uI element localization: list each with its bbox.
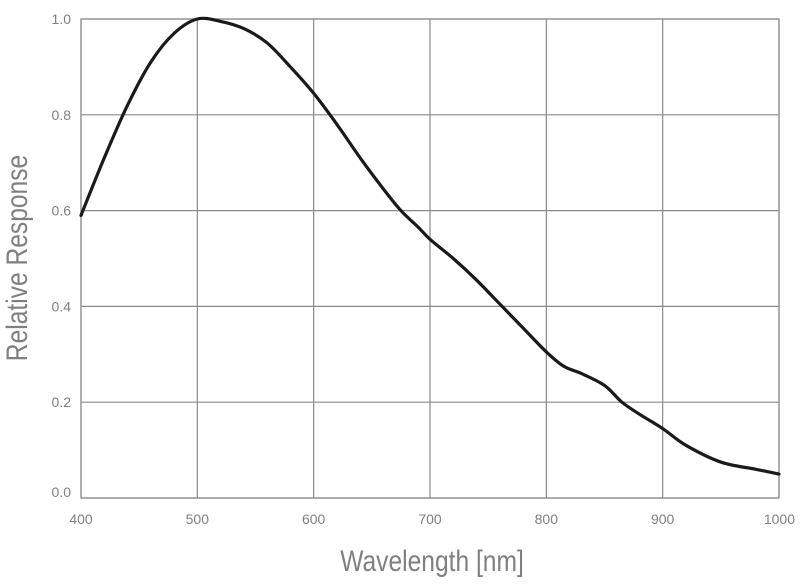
y-axis-tick-labels: 0.0 0.2 0.4 0.6 0.8 1.0 [52,11,72,500]
y-axis-title: Relative Response [0,155,34,361]
x-tick-label-900: 900 [651,511,675,527]
grid [80,18,780,499]
x-tick-label-1000: 1000 [764,511,795,527]
x-axis-title: Wavelength [nm] [340,544,524,578]
y-tick-label-0.0: 0.0 [52,484,72,500]
y-tick-label-1.0: 1.0 [52,11,72,27]
series-line-relative-response [79,16,781,476]
x-tick-label-800: 800 [535,511,559,527]
y-tick-label-0.4: 0.4 [52,298,72,314]
x-tick-label-500: 500 [186,511,210,527]
y-tick-label-0.8: 0.8 [52,107,72,123]
y-tick-label-0.2: 0.2 [52,394,72,410]
x-tick-label-600: 600 [302,511,326,527]
plot-frame [80,18,780,499]
x-tick-label-700: 700 [418,511,442,527]
x-tick-label-400: 400 [69,511,93,527]
y-tick-label-0.6: 0.6 [52,203,72,219]
x-axis-tick-labels: 400 500 600 700 800 900 1000 [69,511,795,527]
